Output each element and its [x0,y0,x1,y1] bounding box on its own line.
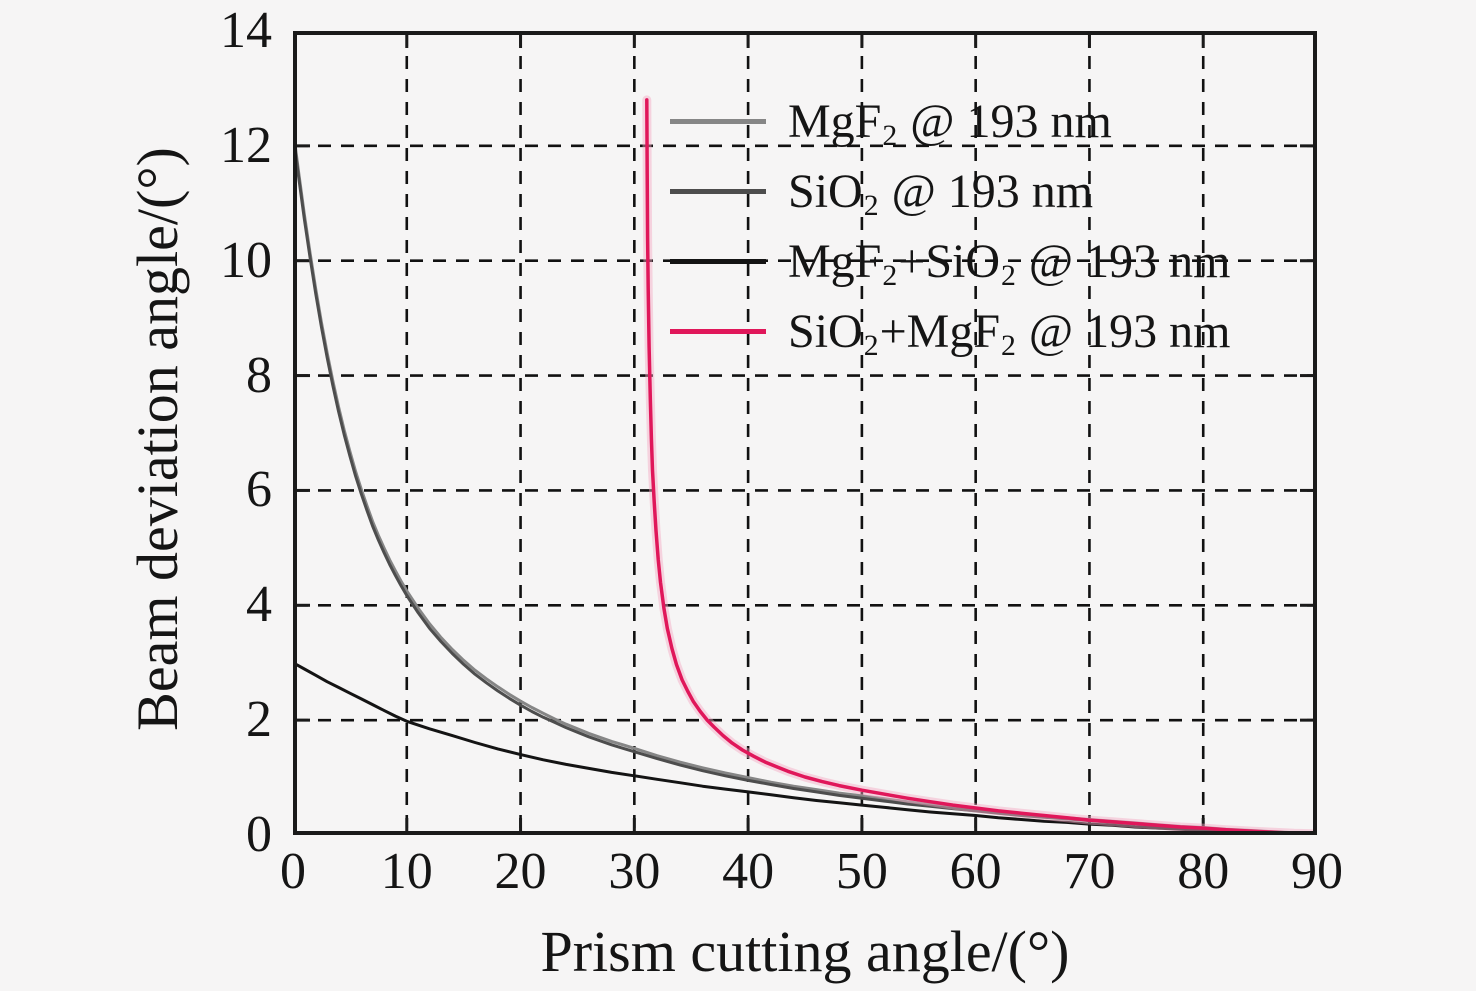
legend-line-swatch [670,258,766,264]
curve-mgf2-sio2 [293,661,1317,835]
x-axis-label: Prism cutting angle/(°) [540,919,1070,984]
y-tick-label: 0 [246,806,272,863]
curves [293,95,1317,835]
x-tick-label: 90 [1291,843,1343,900]
curve-sio2-mgf2 [645,98,1317,835]
legend-line-swatch [670,328,766,334]
legend-label: SiO2+MgF2 @ 193 nm [788,304,1231,362]
x-tick-label: 0 [280,843,306,900]
tick-marks [293,31,1317,835]
legend: MgF2 @ 193 nm SiO2 @ 193 nm MgF2+SiO2 @ 19… [670,86,1230,366]
y-tick-label: 14 [220,2,272,59]
plot-area [293,31,1317,835]
gridlines [295,33,1315,833]
x-tick-label: 40 [722,843,775,900]
y-tick-label: 10 [220,231,272,289]
y-axis-label: Beam deviation angle/(°) [125,147,190,731]
legend-line-swatch [670,188,766,194]
y-tick-label: 6 [246,461,272,519]
x-tick-label: 20 [494,843,547,900]
legend-label: MgF2 @ 193 nm [788,94,1112,152]
x-tick-label: 30 [608,843,661,900]
x-tick-label: 10 [380,843,433,900]
legend-line-swatch [670,118,766,124]
legend-label: MgF2+SiO2 @ 193 nm [788,234,1231,292]
x-tick-label: 80 [1177,843,1230,900]
plot-frame [293,31,1317,835]
legend-label: SiO2 @ 193 nm [788,164,1094,222]
x-tick-label: 50 [835,843,888,900]
y-tick-label: 2 [246,691,272,749]
legend-item: MgF2+SiO2 @ 193 nm [670,226,1230,296]
legend-item: SiO2 @ 193 nm [670,156,1230,226]
x-tick-label: 70 [1063,843,1116,900]
y-tick-label: 12 [220,116,272,174]
y-tick-label: 4 [246,576,272,634]
legend-item: SiO2+MgF2 @ 193 nm [670,296,1230,366]
x-tick-label: 60 [949,843,1002,900]
y-tick-label: 8 [246,346,272,404]
legend-item: MgF2 @ 193 nm [670,86,1230,156]
